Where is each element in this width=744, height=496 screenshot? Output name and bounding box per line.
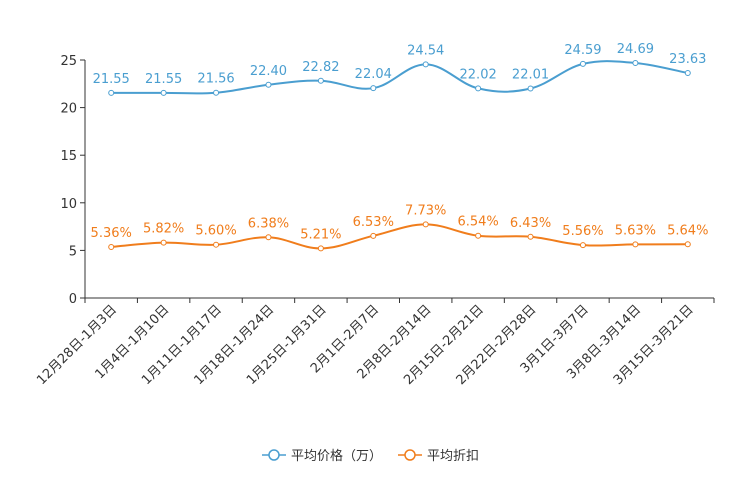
data-label: 23.63 [669, 52, 706, 67]
legend-item-1[interactable]: 平均折扣 [398, 449, 479, 464]
data-point[interactable] [317, 77, 324, 84]
data-label: 5.63% [615, 223, 656, 238]
legend-marker-icon [268, 449, 280, 461]
data-label: 5.64% [667, 223, 708, 238]
data-point[interactable] [265, 234, 272, 241]
data-label: 5.56% [562, 224, 603, 239]
data-point[interactable] [527, 85, 534, 92]
data-label: 22.02 [460, 67, 497, 82]
data-label: 5.60% [195, 224, 236, 239]
data-point[interactable] [370, 85, 377, 92]
legend-marker-icon [404, 449, 416, 461]
data-label: 24.69 [617, 42, 654, 57]
data-point[interactable] [579, 242, 586, 249]
legend-label: 平均价格（万） [291, 448, 382, 464]
data-label: 7.73% [405, 203, 446, 218]
data-point[interactable] [475, 85, 482, 92]
data-label: 22.40 [250, 64, 287, 79]
data-label: 24.54 [407, 43, 444, 58]
data-label: 6.53% [353, 215, 394, 230]
data-point[interactable] [632, 241, 639, 248]
data-label: 6.43% [510, 216, 551, 231]
y-tick-label: 15 [60, 149, 77, 164]
data-point[interactable] [213, 89, 220, 96]
y-tick-label: 10 [60, 197, 77, 212]
data-label: 24.59 [564, 43, 601, 58]
y-tick-label: 20 [60, 102, 77, 117]
legend-label: 平均折扣 [427, 449, 479, 464]
data-point[interactable] [160, 89, 167, 96]
y-tick-label: 5 [69, 244, 77, 259]
data-label: 21.55 [93, 72, 130, 87]
data-label: 22.82 [302, 60, 339, 75]
data-label: 22.04 [355, 67, 392, 82]
data-point[interactable] [108, 89, 115, 96]
data-label: 21.55 [145, 72, 182, 87]
data-label: 6.38% [248, 216, 289, 231]
data-point[interactable] [317, 245, 324, 252]
data-point[interactable] [213, 241, 220, 248]
data-label: 5.21% [300, 227, 341, 242]
data-point[interactable] [370, 232, 377, 239]
data-point[interactable] [684, 70, 691, 77]
data-point[interactable] [160, 239, 167, 246]
y-tick-label: 25 [60, 54, 77, 69]
legend-item-0[interactable]: 平均价格（万） [262, 448, 382, 464]
y-tick-label: 0 [69, 292, 77, 307]
series-line-1 [111, 223, 688, 250]
data-point[interactable] [579, 60, 586, 67]
data-label: 6.54% [457, 215, 498, 230]
series-layer [108, 59, 691, 252]
data-point[interactable] [108, 243, 115, 250]
data-label-layer: 21.55 21.55 21.56 22.40 22.82 22.04 24.54 22.02… [91, 42, 709, 242]
data-point[interactable] [684, 241, 691, 248]
data-label: 21.56 [197, 72, 234, 87]
data-point[interactable] [527, 233, 534, 240]
series-line-0 [111, 60, 688, 95]
data-point[interactable] [475, 232, 482, 239]
data-label: 22.01 [512, 67, 549, 82]
data-point[interactable] [422, 61, 429, 68]
legend[interactable]: 平均价格（万） 平均折扣 [262, 448, 479, 464]
data-point[interactable] [632, 59, 639, 66]
data-point[interactable] [265, 81, 272, 88]
data-label: 5.36% [91, 226, 132, 241]
data-point[interactable] [422, 221, 429, 228]
data-label: 5.82% [143, 222, 184, 237]
